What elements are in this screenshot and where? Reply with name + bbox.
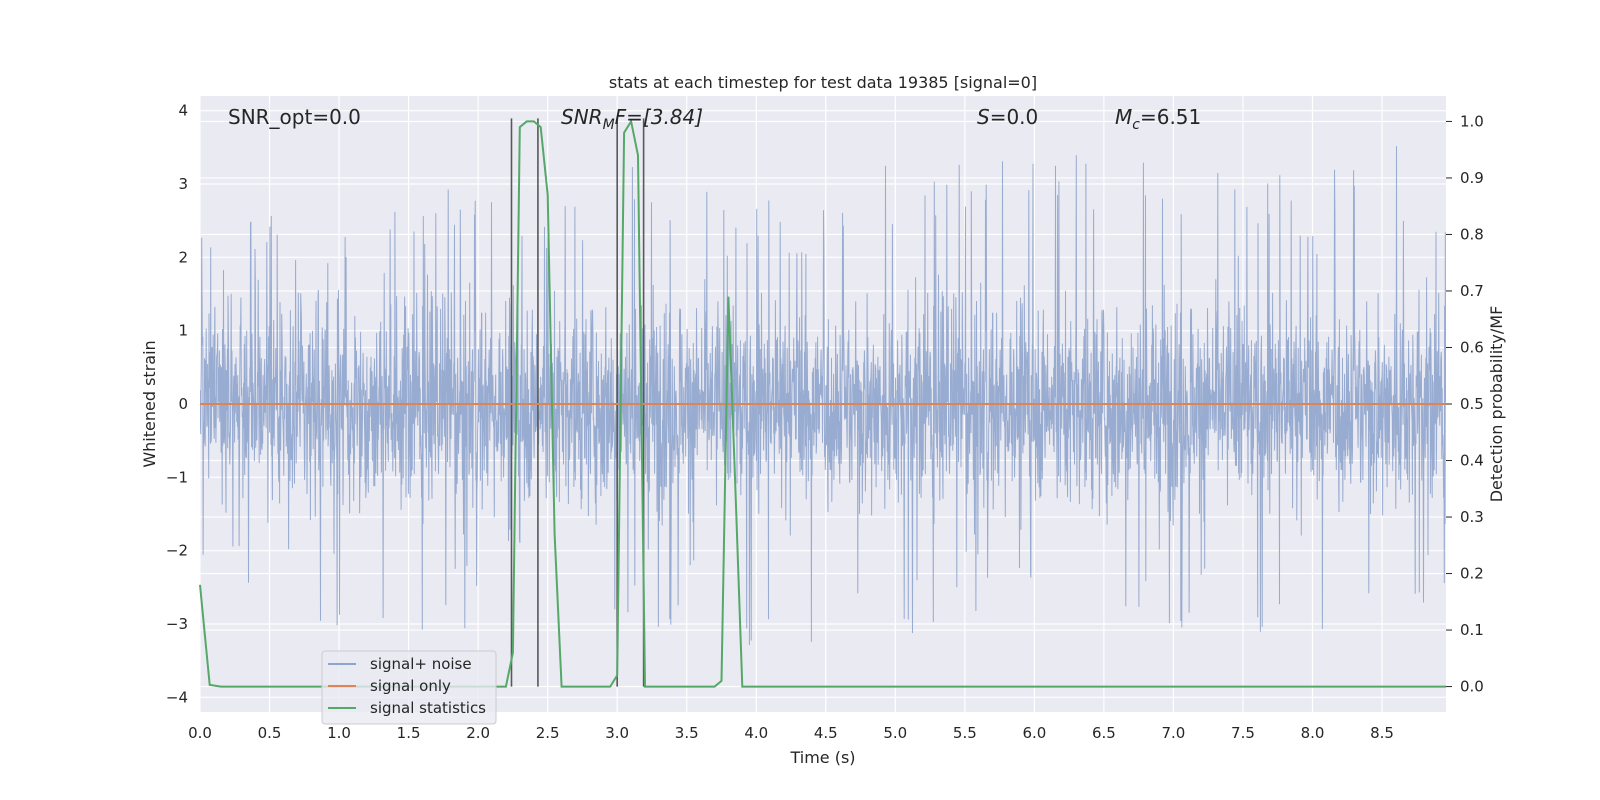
y-right-tick-label: 0.8	[1460, 225, 1484, 243]
y-axis-ticks: 4 3 2 1 0 −1 −2 −3 −4	[166, 102, 188, 707]
s-annotation: S=0.0	[977, 105, 1038, 129]
signal-statistics-series	[199, 118, 1446, 688]
y-right-tick-label: 1.0	[1460, 112, 1484, 130]
x-tick-label: 5.0	[883, 724, 907, 742]
snr-mf-rest: F=[3.84]	[615, 105, 703, 129]
x-tick-label: 2.0	[466, 724, 490, 742]
y-tick-label: −4	[166, 688, 188, 706]
y-tick-label: 4	[178, 102, 188, 120]
legend-label-signal-only: signal only	[370, 677, 451, 695]
chart-title: stats at each timestep for test data 193…	[609, 73, 1037, 92]
y-tick-label: 2	[178, 248, 188, 266]
x-tick-label: 0.0	[188, 724, 212, 742]
legend-label-signal-noise: signal+ noise	[370, 655, 472, 673]
snr-mf-main: SNR	[561, 105, 603, 129]
mc-sub: c	[1132, 117, 1140, 133]
y-right-tick-label: 0.2	[1460, 565, 1484, 583]
legend-box	[321, 650, 497, 725]
y-axis-label: Whitened strain	[140, 340, 159, 467]
y-right-tick-label: 0.4	[1460, 452, 1484, 470]
snr-mf-annotation: SNRMF=[3.84]	[561, 105, 703, 133]
s-rest: =0.0	[990, 105, 1039, 129]
x-tick-label: 4.0	[744, 724, 768, 742]
y-right-tick-label: 0.3	[1460, 508, 1484, 526]
x-tick-label: 8.5	[1370, 724, 1394, 742]
y-tick-label: −3	[166, 615, 188, 633]
s-main: S	[977, 105, 990, 129]
x-axis-ticks: 0.0 0.5 1.0 1.5 2.0 2.5 3.0 3.5 4.0 4.5 5.0 5.5 6.0 6…	[188, 724, 1394, 742]
snr-mf-sub: M	[603, 117, 615, 133]
snr-opt-annotation: SNR_opt=0.0	[228, 105, 361, 129]
y-right-tick-label: 0.9	[1460, 169, 1484, 187]
x-tick-label: 7.0	[1162, 724, 1186, 742]
y-right-tick-label: 0.7	[1460, 282, 1484, 300]
x-tick-label: 6.0	[1022, 724, 1046, 742]
x-tick-label: 3.0	[605, 724, 629, 742]
x-tick-label: 3.5	[675, 724, 699, 742]
x-axis-label: Time (s)	[789, 748, 855, 767]
y-right-axis-ticks: 1.0 0.9 0.8 0.7 0.6 0.5 0.4 0.3 0.2 0.1 0.0	[1446, 112, 1484, 696]
x-tick-label: 2.5	[536, 724, 560, 742]
x-tick-label: 5.5	[953, 724, 977, 742]
x-tick-label: 6.5	[1092, 724, 1116, 742]
legend: signal+ noise signal only signal statist…	[321, 650, 497, 725]
y-tick-label: −2	[166, 542, 188, 560]
x-tick-label: 1.0	[327, 724, 351, 742]
x-tick-label: 4.5	[814, 724, 838, 742]
y-right-tick-label: 0.5	[1460, 395, 1484, 413]
y-right-tick-label: 0.0	[1460, 678, 1484, 696]
y-tick-label: 1	[178, 322, 188, 340]
y-right-tick-label: 0.1	[1460, 621, 1484, 639]
y-tick-label: 3	[178, 175, 188, 193]
x-tick-label: 7.5	[1231, 724, 1255, 742]
x-tick-label: 8.0	[1301, 724, 1325, 742]
y-tick-label: 0	[178, 395, 188, 413]
x-tick-label: 0.5	[258, 724, 282, 742]
signal-noise-trace	[200, 146, 1446, 646]
legend-label-signal-statistics: signal statistics	[370, 699, 486, 717]
mc-annotation: Mc=6.51	[1115, 105, 1201, 133]
x-tick-label: 1.5	[397, 724, 421, 742]
mc-main: M	[1115, 105, 1132, 129]
mc-rest: =6.51	[1140, 105, 1201, 129]
signal-noise-series	[200, 146, 1446, 646]
y-tick-label: −1	[166, 468, 188, 486]
y-right-tick-label: 0.6	[1460, 338, 1484, 356]
y-right-axis-label: Detection probability/MF	[1487, 306, 1506, 503]
